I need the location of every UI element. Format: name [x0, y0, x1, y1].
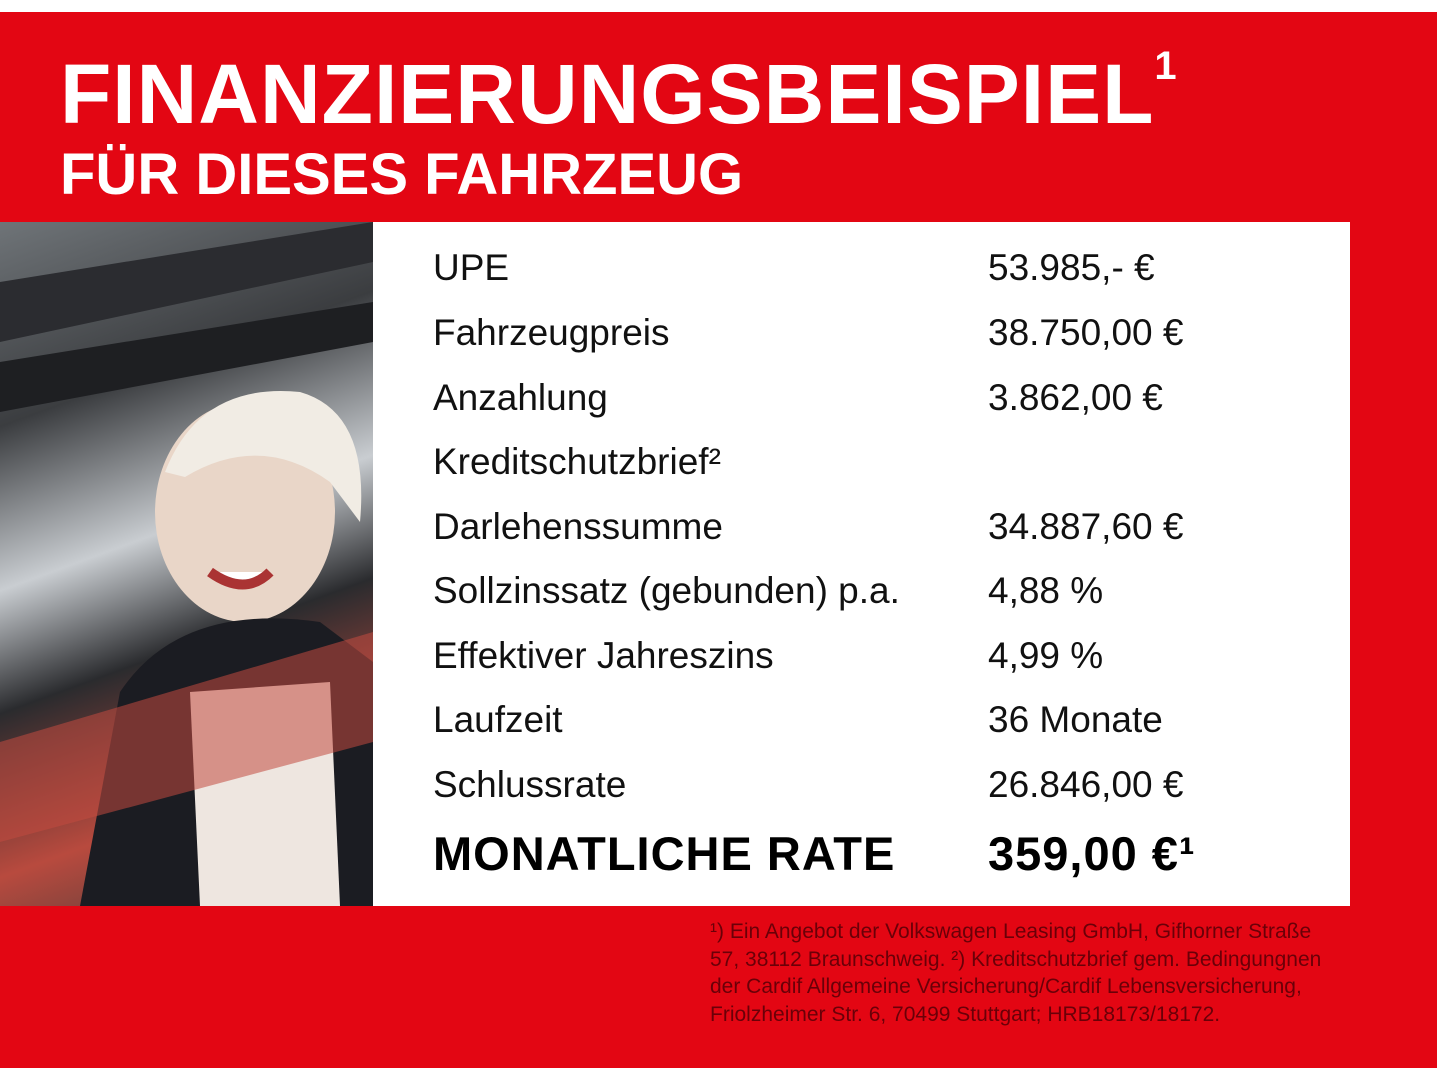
footnote: ¹) Ein Angebot der Volkswagen Leasing Gm…	[710, 920, 1322, 1026]
row-label: Darlehenssumme	[433, 506, 723, 547]
row-value: 3.862,00 €	[988, 377, 1163, 418]
table-row: Effektiver Jahreszins 4,99 %	[433, 635, 1333, 695]
row-value: 38.750,00 €	[988, 312, 1184, 353]
row-label: Kreditschutzbrief²	[433, 441, 721, 482]
table-row: Schlussrate 26.846,00 €	[433, 764, 1333, 824]
row-value: 4,99 %	[988, 635, 1104, 676]
row-label: Fahrzeugpreis	[433, 312, 670, 353]
row-value: 4,88 %	[988, 570, 1104, 611]
page-title: FINANZIERUNGSBEISPIEL1	[60, 46, 1178, 136]
finance-table: UPE 53.985,- € Fahrzeugpreis 38.750,00 € A…	[373, 222, 1350, 906]
row-value: 36 Monate	[988, 699, 1163, 740]
row-label: Laufzeit	[433, 699, 563, 740]
row-label: Schlussrate	[433, 764, 627, 805]
title-footnote-mark: 1	[1154, 44, 1178, 88]
table-row: Anzahlung 3.862,00 €	[433, 377, 1333, 437]
row-label: UPE	[433, 247, 510, 288]
row-label: Anzahlung	[433, 377, 608, 418]
monthly-rate-row: MONATLICHE RATE 359,00 €¹	[433, 826, 1333, 886]
row-value: 26.846,00 €	[988, 764, 1184, 805]
table-row: UPE 53.985,- €	[433, 247, 1333, 307]
table-row: Laufzeit 36 Monate	[433, 699, 1333, 759]
table-row: Kreditschutzbrief²	[433, 441, 1333, 501]
row-value: 53.985,- €	[988, 247, 1155, 288]
page-subtitle: FÜR DIESES FAHRZEUG	[60, 142, 744, 207]
woman-in-car-photo	[0, 222, 373, 906]
table-row: Sollzinssatz (gebunden) p.a. 4,88 %	[433, 570, 1333, 630]
monthly-rate-value: 359,00 €¹	[988, 827, 1196, 880]
table-row: Fahrzeugpreis 38.750,00 €	[433, 312, 1333, 372]
row-value: 34.887,60 €	[988, 506, 1184, 547]
row-label: Sollzinssatz (gebunden) p.a.	[433, 570, 900, 611]
table-row: Darlehenssumme 34.887,60 €	[433, 506, 1333, 566]
monthly-rate-label: MONATLICHE RATE	[433, 827, 896, 880]
row-label: Effektiver Jahreszins	[433, 635, 774, 676]
title-text: FINANZIERUNGSBEISPIEL	[60, 47, 1155, 141]
